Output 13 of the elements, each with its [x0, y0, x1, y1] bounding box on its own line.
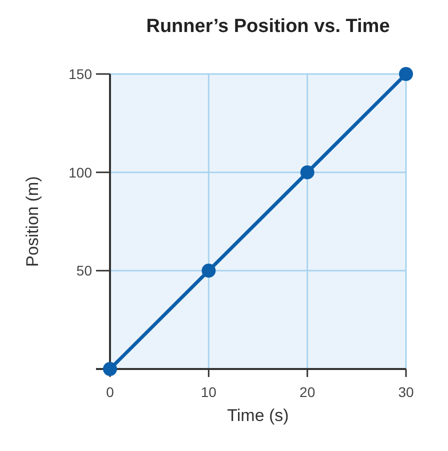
point [300, 165, 314, 180]
point [399, 67, 413, 81]
y-tick-label: 50 [76, 262, 92, 279]
y-axis-title: Position (m) [23, 176, 42, 267]
y-tick-label: 150 [68, 66, 92, 82]
x-tick-label: 0 [106, 384, 114, 400]
point [202, 264, 216, 278]
x-tick-label: 20 [300, 384, 316, 400]
chart-title: Runner’s Position vs. Time [146, 16, 390, 37]
x-axis-title: Time (s) [227, 406, 289, 425]
x-tick-label: 10 [200, 384, 217, 400]
y-tick-label: 100 [68, 164, 92, 180]
x-tick-label: 30 [398, 384, 414, 400]
